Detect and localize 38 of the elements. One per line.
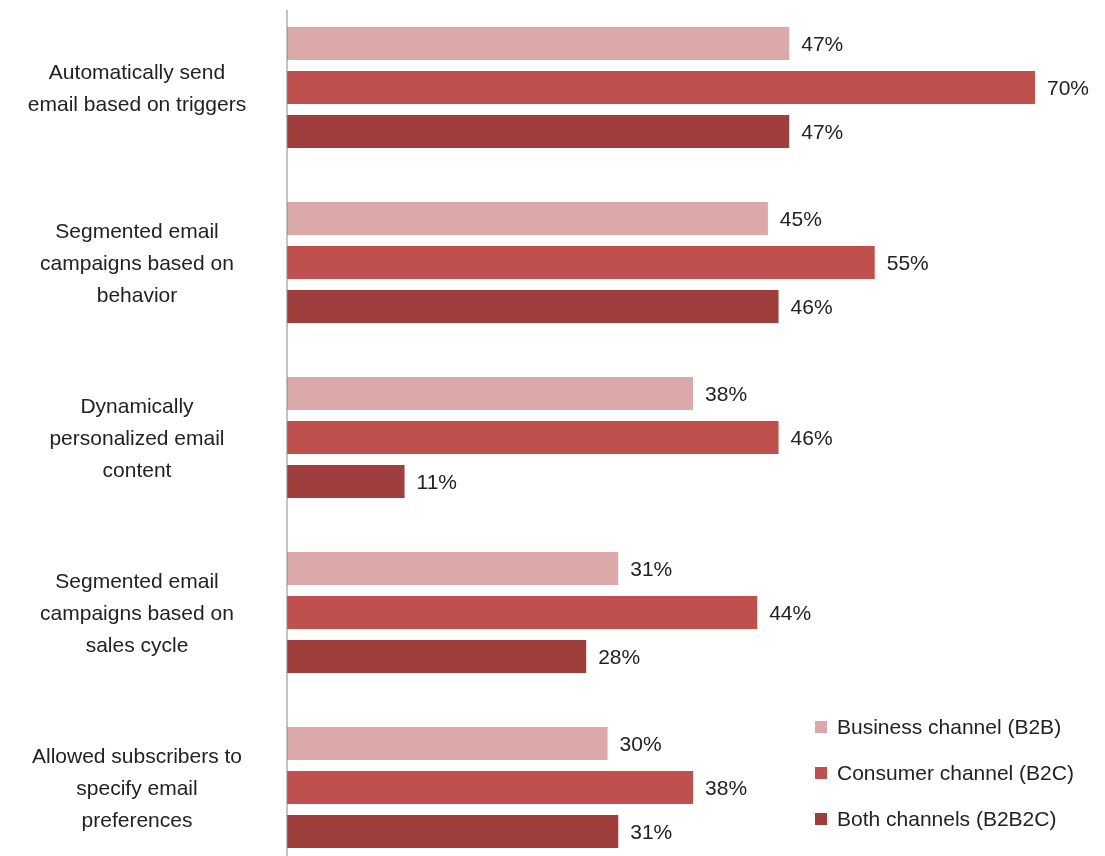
bar — [287, 377, 694, 410]
bar — [287, 71, 1035, 104]
legend-label: Consumer channel (B2C) — [837, 761, 1074, 785]
bar — [287, 596, 758, 629]
data-label: 31% — [630, 556, 673, 580]
data-label: 45% — [779, 206, 822, 230]
y-tick-label: Segmented email campaigns based on sales cycle — [40, 568, 234, 656]
bar — [287, 465, 405, 498]
legend-label: Both channels (B2B2C) — [837, 807, 1057, 831]
data-label: 38% — [705, 381, 748, 405]
bar — [287, 115, 790, 148]
bar — [287, 421, 779, 454]
bar — [287, 640, 587, 673]
bar — [287, 727, 608, 760]
bar — [287, 246, 875, 279]
legend-label: Business channel (B2B) — [837, 715, 1062, 739]
data-label: 47% — [801, 119, 844, 143]
y-tick-label: Automatically send email based on triggers — [27, 59, 247, 115]
data-label: 46% — [790, 294, 833, 318]
bar — [287, 202, 768, 235]
data-label: 70% — [1047, 75, 1090, 99]
y-tick-label: Segmented email campaigns based on behavior — [40, 218, 234, 306]
data-label: 11% — [416, 469, 458, 493]
bar — [287, 290, 779, 323]
y-tick-label: Allowed subscribers to specify email preferences — [31, 743, 243, 831]
data-label: 44% — [769, 600, 812, 624]
data-label: 30% — [619, 731, 662, 755]
bar — [287, 815, 619, 848]
data-label: 46% — [790, 425, 833, 449]
data-label: 28% — [598, 644, 641, 668]
data-label: 38% — [705, 775, 748, 799]
data-label: 55% — [886, 250, 929, 274]
data-label: 47% — [801, 31, 844, 55]
bar — [287, 27, 790, 60]
data-label: 31% — [630, 819, 673, 843]
bar — [287, 552, 619, 585]
bar — [287, 771, 694, 804]
y-tick-label: Dynamically personalized email content — [49, 393, 225, 481]
